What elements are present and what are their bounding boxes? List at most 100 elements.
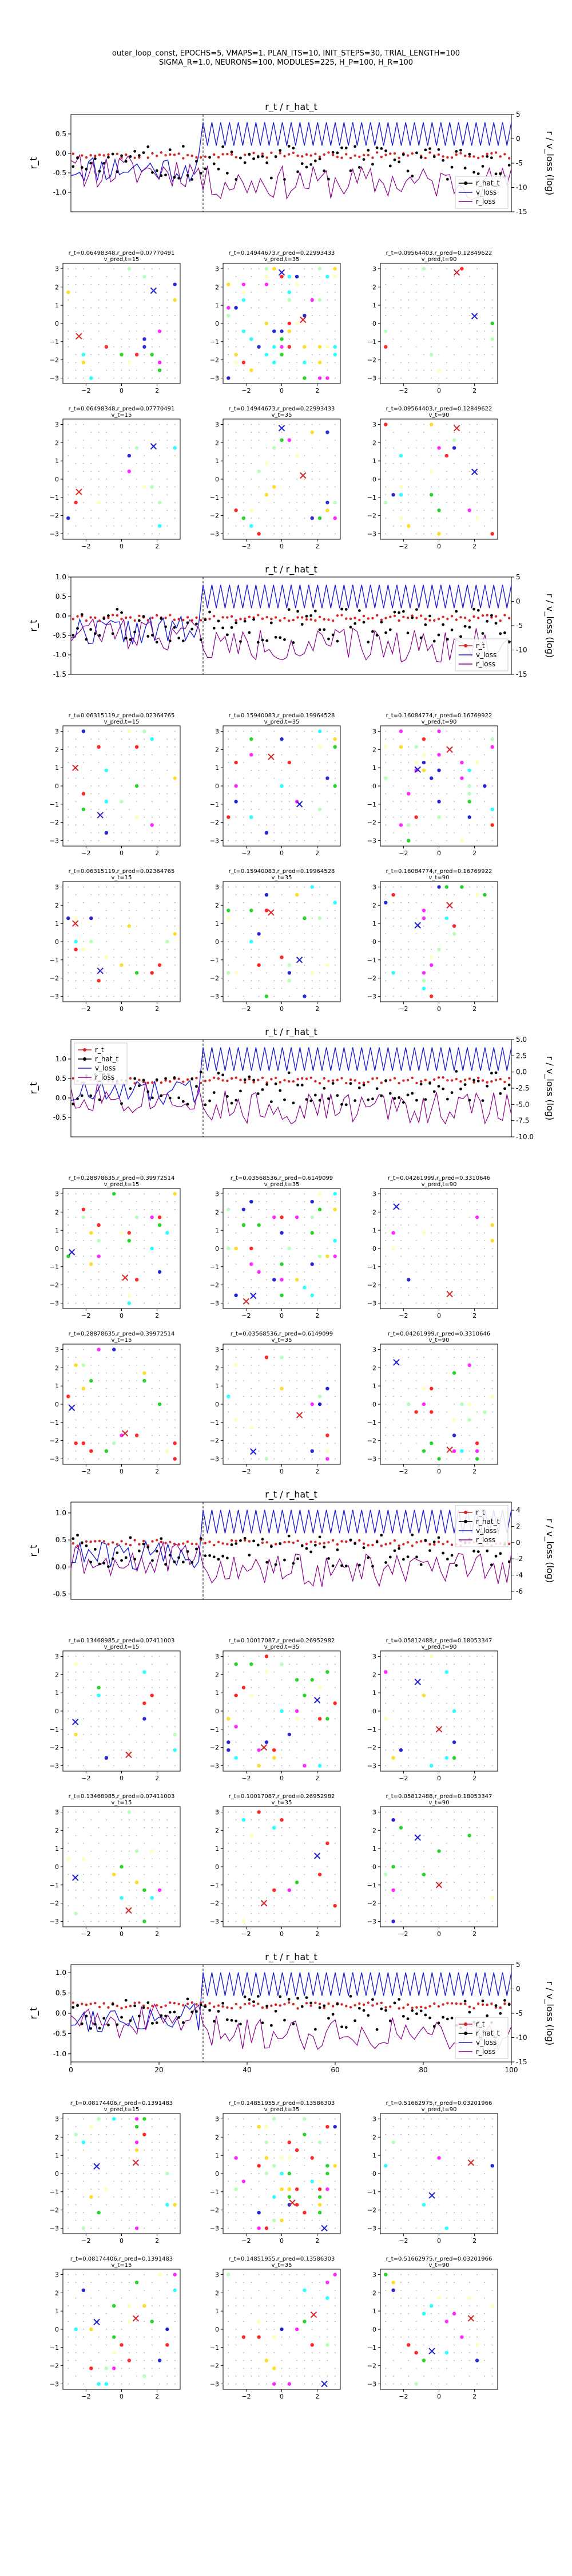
grid-dot xyxy=(333,267,337,271)
point-r-t xyxy=(411,152,414,155)
grid-dot xyxy=(408,1765,410,1767)
plot-frame xyxy=(70,576,512,675)
grid-dot xyxy=(106,1435,107,1436)
y-tick-label: 3 xyxy=(372,728,376,736)
grid-dot xyxy=(273,377,275,379)
grid-dot xyxy=(333,353,337,357)
grid-dot xyxy=(121,941,122,942)
grid-dot xyxy=(273,918,275,919)
grid-dot xyxy=(296,1302,297,1304)
grid-dot xyxy=(112,1348,116,1352)
grid-dot xyxy=(106,369,107,371)
grid-dot xyxy=(166,1388,168,1389)
point-r-t xyxy=(230,153,233,156)
point-r-t xyxy=(419,1080,423,1083)
grid-dot xyxy=(136,276,138,278)
grid-dot xyxy=(422,760,426,765)
grid-dot xyxy=(251,1372,252,1374)
grid-dot xyxy=(166,525,168,527)
grid-plot-subtitle: v_pred,t=15 xyxy=(104,1644,140,1650)
legend-label: v_loss xyxy=(476,1527,496,1535)
point-r-t xyxy=(257,1078,260,1081)
point-r-hat-t xyxy=(283,638,286,641)
grid-dot xyxy=(385,494,387,496)
grid-dot xyxy=(83,1411,84,1413)
cross-marker xyxy=(68,1404,76,1412)
grid-dot xyxy=(75,894,77,896)
grid-dot xyxy=(437,368,441,372)
grid-dot xyxy=(311,323,313,324)
grid-dot xyxy=(304,886,305,888)
point-r-t xyxy=(323,1542,325,1544)
grid-dot xyxy=(468,525,470,527)
y-tick-label: 3 xyxy=(372,421,376,429)
grid-dot xyxy=(392,1302,394,1304)
grid-dot xyxy=(431,886,432,888)
grid-dot xyxy=(484,1726,486,1728)
y-tick-label: 3 xyxy=(215,1346,219,1354)
grid-dot xyxy=(273,1208,275,1210)
grid-dot xyxy=(159,1718,160,1720)
grid-dot xyxy=(385,299,387,301)
grid-dot xyxy=(461,1702,463,1704)
grid-dot xyxy=(113,1664,115,1665)
grid-dot xyxy=(159,424,160,425)
point-r-t xyxy=(261,152,264,155)
grid-dot xyxy=(288,1357,290,1358)
grid-dot xyxy=(319,1694,320,1696)
point-r-hat-t xyxy=(384,1079,387,1082)
grid-dot xyxy=(304,1427,305,1428)
grid-dot xyxy=(431,1255,432,1257)
grid-dot xyxy=(90,1710,92,1712)
point-r-t xyxy=(362,153,366,157)
grid-dot xyxy=(67,1656,69,1657)
grid-dot xyxy=(258,1193,260,1195)
grid-dot xyxy=(446,479,447,480)
grid-dot xyxy=(273,832,275,833)
grid-dot xyxy=(266,816,267,818)
grid-dot xyxy=(446,1271,447,1273)
grid-dot xyxy=(98,1702,100,1704)
grid-dot xyxy=(415,1364,417,1366)
grid-dot xyxy=(97,1254,101,1258)
grid-dot xyxy=(228,1224,229,1226)
grid-dot xyxy=(81,792,86,796)
grid-dot xyxy=(174,1765,176,1767)
point-r-hat-t xyxy=(116,1551,119,1554)
point-r-hat-t xyxy=(371,1564,374,1568)
grid-dot xyxy=(296,730,297,732)
point-r-hat-t xyxy=(129,155,132,158)
grid-dot xyxy=(423,276,424,278)
grid-dot xyxy=(174,730,176,732)
grid-dot xyxy=(415,276,417,278)
grid-dot xyxy=(142,1670,146,1674)
grid-dot xyxy=(476,502,478,503)
point-r-hat-t xyxy=(442,623,445,626)
x-tick-label: −2 xyxy=(399,1775,408,1782)
point-r-hat-t xyxy=(252,618,255,621)
grid-dot xyxy=(144,957,145,958)
grid-dot xyxy=(431,502,432,503)
grid-dot xyxy=(113,533,115,535)
x-tick-label: 2 xyxy=(155,1312,159,1319)
grid-dot xyxy=(159,730,160,732)
grid-dot xyxy=(311,276,313,278)
grid-dot xyxy=(325,1449,329,1453)
point-r-t xyxy=(226,1079,229,1082)
grid-dot xyxy=(166,1396,168,1397)
grid-dot xyxy=(438,894,440,896)
y-tick-label: 1 xyxy=(55,920,59,927)
point-r-t xyxy=(292,151,295,155)
grid-dot xyxy=(106,1372,107,1374)
grid-dot xyxy=(319,886,320,888)
grid-dot xyxy=(385,1734,387,1735)
grid-dot xyxy=(75,1450,77,1452)
grid-dot xyxy=(303,1693,307,1697)
grid-dot xyxy=(304,777,305,779)
point-r-hat-t xyxy=(292,1101,295,1105)
point-r-hat-t xyxy=(463,1083,467,1086)
grid-dot xyxy=(423,432,424,433)
grid-dot xyxy=(251,1419,252,1421)
grid-dot xyxy=(266,1388,267,1389)
grid-dot xyxy=(392,1741,394,1743)
